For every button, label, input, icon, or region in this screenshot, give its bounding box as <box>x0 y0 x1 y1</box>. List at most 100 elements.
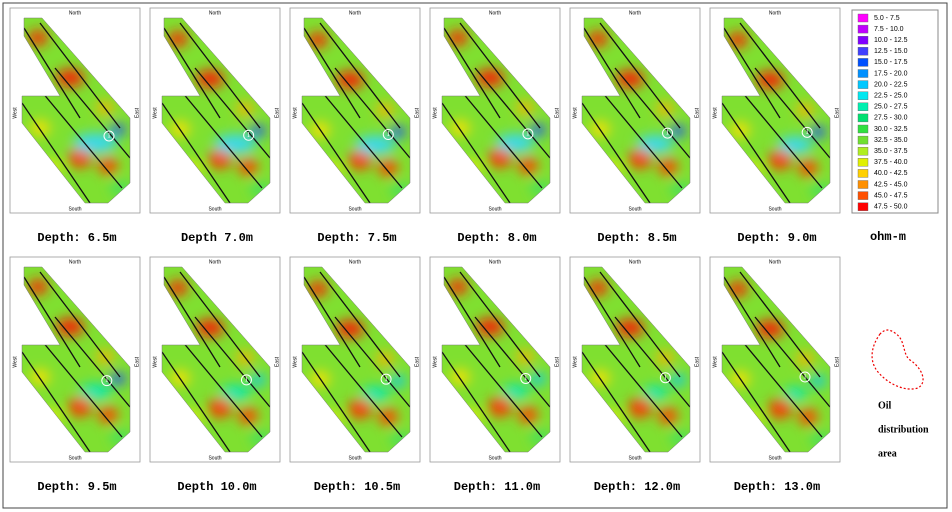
map-outline <box>21 17 131 204</box>
survey-line <box>22 102 91 203</box>
compass-west: West <box>572 107 578 119</box>
map-blob <box>73 133 117 153</box>
map-panel: 1 North South West East <box>149 256 281 463</box>
compass-west: West <box>12 356 18 368</box>
map-blob <box>30 369 50 385</box>
survey-line <box>311 328 403 438</box>
marker-label: 1 <box>247 131 251 139</box>
compass-south: South <box>348 455 361 461</box>
marker-circle <box>522 128 534 140</box>
map-blob <box>336 71 364 89</box>
map-blob <box>250 125 266 137</box>
legend-label: 7.5 - 10.0 <box>874 26 904 33</box>
compass-east: East <box>134 107 140 118</box>
survey-line <box>22 351 91 452</box>
compass-south: South <box>488 455 501 461</box>
map-blob <box>238 407 258 425</box>
survey-line <box>23 27 81 119</box>
survey-line <box>442 102 511 203</box>
map-blobs <box>728 32 830 198</box>
compass-west: West <box>432 356 438 368</box>
legend-swatch <box>857 58 869 67</box>
legend-label: 35.0 - 37.5 <box>874 148 908 155</box>
survey-line <box>754 67 830 159</box>
compass-west: West <box>12 107 18 119</box>
map-blob <box>378 408 398 426</box>
map-blob <box>448 30 468 46</box>
map-panel: 1 North South West East <box>709 256 841 463</box>
survey-line <box>731 328 823 438</box>
compass-east: East <box>834 356 840 367</box>
map-outline <box>581 17 691 204</box>
survey-line <box>163 27 221 119</box>
legend-swatch <box>857 47 869 56</box>
map-blob <box>518 406 538 424</box>
survey-line <box>739 22 821 129</box>
marker-label: 1 <box>524 374 528 382</box>
survey-line <box>311 79 403 189</box>
depth-caption: Depth: 9.0m <box>737 231 816 245</box>
map-blob <box>796 352 814 366</box>
survey-line <box>754 316 830 408</box>
compass-north: North <box>489 10 501 16</box>
survey-line <box>194 316 270 408</box>
depth-caption: Depth: 13.0m <box>734 480 820 494</box>
survey-line <box>302 102 371 203</box>
map-panel: 1 North South West East <box>289 256 421 463</box>
legend-label: 10.0 - 12.5 <box>874 37 908 44</box>
survey-line <box>334 67 410 159</box>
marker-circle <box>382 129 394 141</box>
marker-label: 1 <box>245 376 249 384</box>
map-blob <box>670 125 686 137</box>
marker-circle <box>243 129 255 141</box>
legend-label: 42.5 - 45.0 <box>874 181 908 188</box>
depth-caption: Depth: 10.5m <box>314 480 400 494</box>
map-blob <box>28 279 48 295</box>
compass-east: East <box>414 107 420 118</box>
survey-line <box>163 276 221 368</box>
legend-label: 45.0 - 47.5 <box>874 192 908 199</box>
compass-west: West <box>152 107 158 119</box>
map-blob <box>208 398 232 418</box>
marker-circle <box>520 372 532 384</box>
map-blob <box>670 374 686 386</box>
survey-line <box>599 271 681 378</box>
map-blob <box>68 397 92 417</box>
map-blob <box>518 157 538 175</box>
survey-line <box>474 316 550 408</box>
legend-label: 40.0 - 42.5 <box>874 170 908 177</box>
legend-label: 5.0 - 7.5 <box>874 15 900 22</box>
oil-label: area <box>878 448 897 459</box>
survey-line <box>442 351 511 452</box>
marker-label: 1 <box>803 373 807 381</box>
map-outline <box>441 17 551 204</box>
depth-caption: Depth: 11.0m <box>454 480 540 494</box>
map-blob <box>810 126 826 138</box>
map-blob <box>348 399 372 419</box>
map-panel: 1 North South West East <box>569 7 701 214</box>
marker-label: 1 <box>805 128 809 136</box>
legend-label: 17.5 - 20.0 <box>874 70 908 77</box>
compass-north: North <box>349 10 361 16</box>
survey-line <box>591 79 683 189</box>
legend-label: 47.5 - 50.0 <box>874 204 908 211</box>
map-outline <box>581 266 691 453</box>
survey-line <box>31 79 123 189</box>
map-blob <box>98 157 118 175</box>
legend-swatch <box>857 124 869 134</box>
map-outline <box>161 266 271 453</box>
survey-line <box>582 102 651 203</box>
map-blob <box>78 383 112 401</box>
compass-south: South <box>348 206 361 212</box>
map-blobs <box>28 30 130 196</box>
survey-line <box>162 351 231 452</box>
map-panel: 1 North South West East <box>9 7 141 214</box>
compass-south: South <box>488 206 501 212</box>
compass-south: South <box>768 455 781 461</box>
survey-line <box>31 328 123 438</box>
depth-caption: Depth: 12.0m <box>594 480 680 494</box>
legend-swatch <box>857 202 869 211</box>
map-blob <box>308 281 328 297</box>
map-blob <box>360 386 390 402</box>
map-panel: 1 North South West East <box>289 7 421 214</box>
